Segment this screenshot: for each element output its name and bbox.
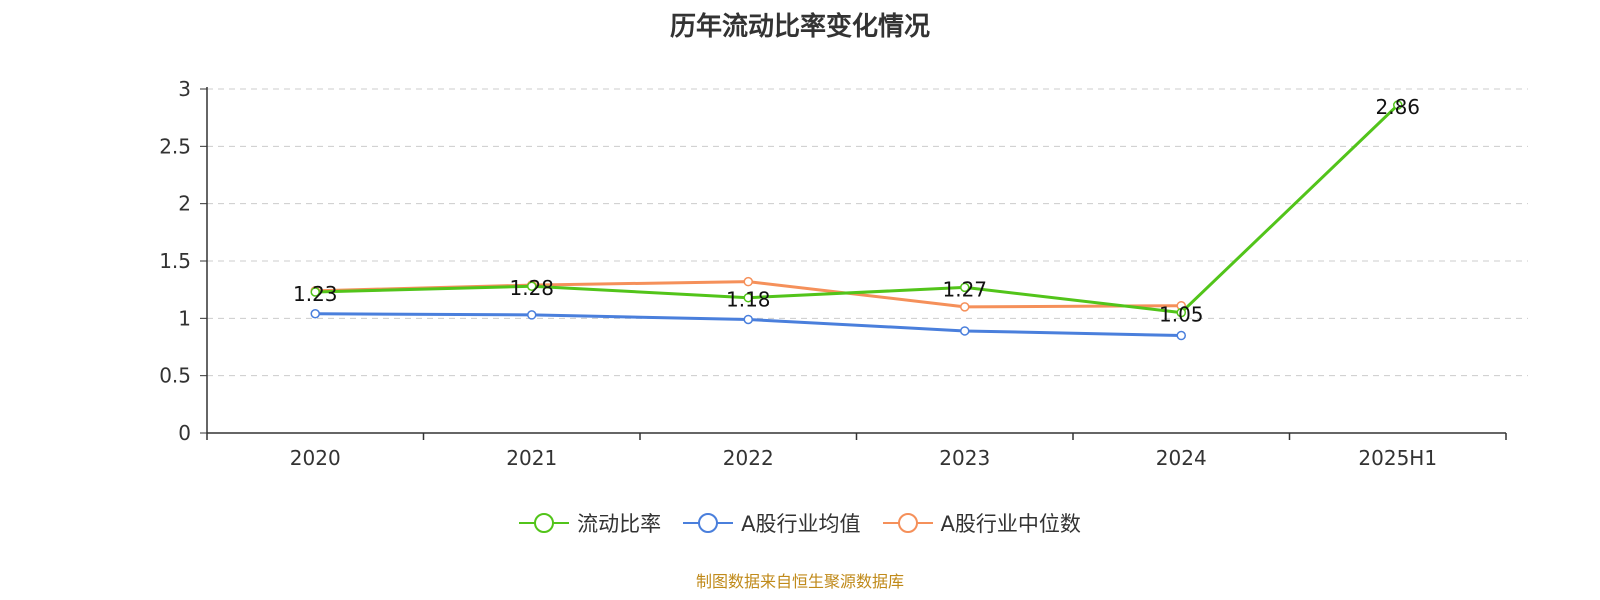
- source-note: 制图数据来自恒生聚源数据库: [695, 572, 904, 591]
- y-tick-label: 1: [178, 306, 191, 330]
- y-tick-label: 2: [178, 192, 191, 216]
- legend-swatch-industry-mean: [683, 513, 734, 533]
- data-point-0: [960, 282, 970, 293]
- legend-item-industry-mean[interactable]: A股行业均值: [683, 508, 861, 538]
- data-label: 1.05: [1159, 303, 1204, 327]
- data-point-1: [743, 314, 753, 325]
- data-point-2: [743, 276, 753, 287]
- data-point-1: [1176, 330, 1186, 341]
- data-label: 2.86: [1375, 95, 1420, 119]
- data-point-1: [310, 308, 320, 319]
- y-tick-label: 0.5: [159, 364, 191, 388]
- legend-item-current-ratio[interactable]: 流动比率: [519, 508, 661, 538]
- legend-swatch-industry-median: [882, 513, 933, 533]
- x-tick-label: 2024: [1156, 446, 1207, 470]
- x-tick-label: 2025H1: [1358, 446, 1437, 470]
- y-tick-label: 3: [178, 77, 191, 101]
- data-point-1: [527, 310, 537, 320]
- series-line-0: [315, 103, 1399, 315]
- x-tick-label: 2020: [290, 446, 341, 470]
- legend-swatch-current-ratio: [519, 513, 570, 533]
- legend-label-current-ratio: 流动比率: [577, 512, 662, 536]
- data-point-0: [743, 292, 753, 303]
- data-point-0: [1176, 307, 1186, 318]
- legend-label-industry-median: A股行业中位数: [940, 512, 1081, 536]
- data-label: 1.28: [509, 276, 554, 300]
- data-point-1: [960, 326, 970, 336]
- data-label: 1.23: [293, 282, 338, 306]
- data-point-0: [1393, 100, 1403, 110]
- data-label: 1.27: [942, 277, 987, 301]
- x-tick-label: 2022: [723, 446, 774, 470]
- x-tick-label: 2021: [506, 446, 557, 470]
- data-point-0: [310, 287, 320, 297]
- legend-label-industry-mean: A股行业均值: [741, 512, 861, 536]
- data-point-2: [960, 302, 970, 312]
- y-tick-label: 2.5: [159, 134, 191, 158]
- data-label: 1.18: [726, 288, 771, 312]
- legend-item-industry-median[interactable]: A股行业中位数: [882, 508, 1081, 538]
- legend: 流动比率 A股行业均值 A股行业中位数: [0, 508, 1600, 538]
- x-tick-label: 2023: [939, 446, 990, 470]
- chart-title: 历年流动比率变化情况: [669, 12, 930, 42]
- data-point-0: [527, 281, 537, 291]
- y-tick-label: 0: [178, 421, 191, 445]
- y-tick-label: 1.5: [159, 249, 191, 273]
